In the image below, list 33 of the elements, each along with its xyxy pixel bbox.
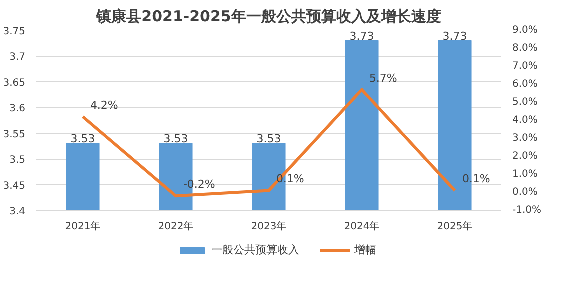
y2-tick-label: 1.0%	[512, 169, 538, 180]
legend-label: 一般公共预算收入	[212, 242, 300, 258]
data-label: 3.73	[350, 30, 374, 43]
y2-tick-label: 0.0%	[512, 187, 538, 198]
y2-tick-label: 8.0%	[512, 43, 538, 54]
data-label: 3.73	[442, 30, 468, 43]
y-tick-label: 3.6	[10, 104, 26, 115]
data-label: 3.53	[70, 132, 96, 146]
chart-title: 镇康县2021-2025年一般公共预算收入及增长速度	[96, 8, 442, 26]
y2-tick-label: 2.0%	[512, 151, 538, 162]
y-tick-label: 3.7	[10, 52, 26, 64]
data-label: 3.53	[256, 132, 282, 146]
y-tick-label: 3.65	[3, 78, 26, 89]
legend-label: 增幅	[354, 242, 376, 258]
y-tick-label: 3.45	[3, 180, 26, 192]
y2-tick-label: 9.0%	[512, 25, 538, 36]
y2-tick-label: -1.0%	[512, 205, 542, 216]
y-tick-label: 3.55	[3, 129, 26, 140]
x-tick-label: 2024年	[344, 220, 380, 232]
data-label: 4.2%	[90, 98, 118, 112]
y2-tick-label: 6.0%	[512, 79, 538, 90]
x-tick-label: 2021年	[65, 220, 101, 232]
y-tick-label: 3.4	[10, 206, 26, 218]
y2-tick-label: 3.0%	[512, 133, 538, 144]
y-tick-label: 3.5	[10, 155, 26, 166]
x-tick-label: 2025年	[437, 220, 473, 232]
x-tick-label: 2022年	[158, 220, 194, 232]
x-tick-label: 2023年	[251, 220, 287, 232]
y2-tick-label: 7.0%	[512, 61, 538, 72]
y2-tick-label: 5.0%	[512, 97, 538, 108]
data-label: 3.53	[164, 132, 188, 146]
y2-tick-label: 4.0%	[512, 115, 538, 126]
y-tick-label: 3.75	[3, 26, 26, 38]
